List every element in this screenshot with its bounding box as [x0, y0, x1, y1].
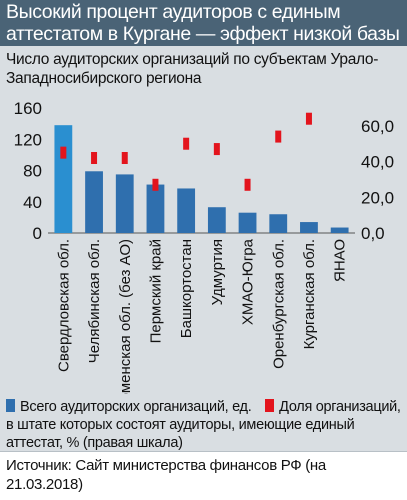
category-label: Свердловская обл.: [55, 239, 72, 372]
category-label: Челябинская обл.: [86, 239, 103, 363]
share-marker: [213, 143, 220, 156]
left-axis-tick-label: 120: [14, 130, 42, 149]
legend-bar-label: Всего аудиторских организаций, ед.: [20, 399, 252, 415]
left-axis-tick-label: 160: [14, 99, 42, 118]
bar-chart: 0 40 80 120 160 0,0 20,0 40,0 60,0 Свердловская о…: [14, 99, 394, 394]
share-marker: [244, 178, 251, 191]
category-label: Пермский край: [147, 239, 164, 343]
bar: [54, 125, 73, 233]
right-axis-tick-label: 0,0: [361, 224, 385, 243]
left-axis-tick-label: 0: [33, 224, 42, 243]
category-label: Удмуртия: [209, 239, 226, 305]
left-axis-tick-label: 40: [23, 193, 42, 212]
divider: [0, 451, 407, 452]
category-label: Оренбургская обл.: [270, 239, 287, 369]
bar: [269, 214, 288, 233]
right-axis-tick-label: 40,0: [361, 153, 394, 172]
bar: [85, 171, 103, 233]
chart-title: Высокий процент аудиторов с единым аттес…: [6, 1, 400, 45]
share-marker: [91, 152, 98, 164]
bar: [330, 227, 349, 233]
share-marker: [275, 130, 282, 143]
right-axis-tick-label: 60,0: [361, 117, 394, 136]
legend-marker-swatch: [265, 399, 275, 412]
share-marker: [152, 178, 159, 191]
title-banner: Высокий процент аудиторов с единым аттес…: [0, 0, 407, 46]
right-axis-tick-label: 20,0: [361, 188, 394, 207]
share-marker: [183, 137, 190, 150]
share-marker: [305, 112, 312, 125]
bar: [177, 188, 196, 233]
bar: [300, 222, 318, 233]
bar: [238, 212, 257, 233]
bar: [207, 207, 226, 233]
share-marker: [60, 146, 67, 159]
source-note: Источник: Сайт министерства финансов РФ …: [0, 452, 407, 500]
left-axis-tick-label: 80: [23, 162, 42, 181]
category-label: ХМАО-Югра: [240, 238, 257, 325]
category-label: ЯНАО: [332, 239, 349, 282]
category-label: Курганская обл.: [301, 239, 318, 349]
bar: [115, 174, 134, 233]
share-marker: [121, 152, 128, 164]
legend-marker-label: Доля организаций, в штате которых состоя…: [6, 399, 401, 451]
bar: [146, 184, 165, 233]
category-label: Тюменская обл. (без АО): [117, 239, 134, 394]
chart-subtitle: Число аудиторских организаций по субъект…: [6, 51, 379, 87]
category-label: Башкортостан: [178, 239, 195, 338]
legend-bar-swatch: [6, 399, 15, 412]
legend: Всего аудиторских организаций, ед. Доля …: [6, 398, 404, 452]
